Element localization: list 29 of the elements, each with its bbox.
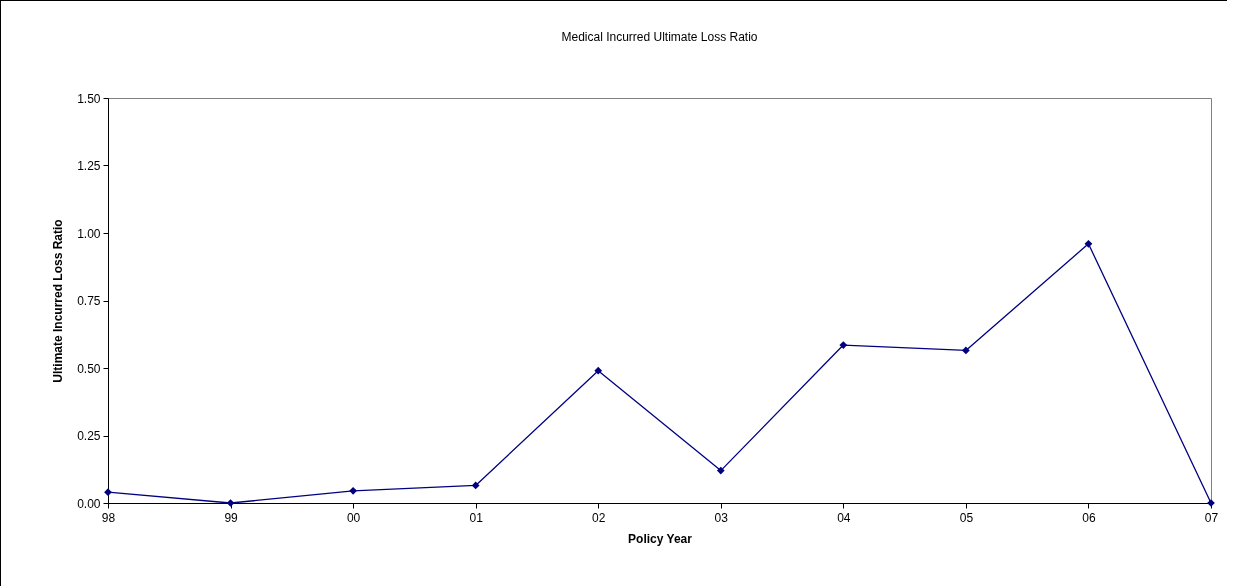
y-tick-label: 1.25: [77, 159, 101, 173]
y-tick-label: 0.25: [77, 429, 101, 443]
x-tick-label: 06: [1082, 510, 1096, 525]
x-tick-label: 07: [1204, 510, 1219, 525]
point: [226, 499, 235, 507]
x-tick-label: 01: [469, 510, 484, 525]
x-tick-label: 03: [714, 510, 729, 525]
x-tick-label: 02: [592, 510, 606, 525]
point: [716, 466, 725, 475]
point: [1084, 239, 1093, 248]
point: [594, 366, 603, 375]
point: [104, 488, 112, 497]
y-tick-label: 0.00: [77, 496, 101, 511]
chart-title: Medical Incurred Ultimate Loss Ratio: [561, 30, 758, 44]
y-tick-label: 0.75: [77, 294, 101, 308]
x-tick-label: 98: [101, 510, 116, 525]
y-tick-label: 1.00: [77, 226, 101, 241]
x-tick-label: 00: [346, 510, 361, 525]
x-tick-label: 99: [224, 510, 239, 525]
x-tick-label: 04: [837, 510, 851, 525]
point: [839, 341, 848, 349]
point: [471, 481, 480, 490]
point: [349, 486, 357, 495]
point: [962, 346, 970, 355]
x-axis-title: Policy Year: [628, 531, 693, 546]
y-axis-title: Ultimate Incurred Loss Ratio: [51, 219, 66, 383]
x-tick-label: 05: [959, 510, 974, 525]
y-tick-label: 1.50: [77, 91, 101, 106]
y-tick-label: 0.50: [77, 361, 101, 376]
